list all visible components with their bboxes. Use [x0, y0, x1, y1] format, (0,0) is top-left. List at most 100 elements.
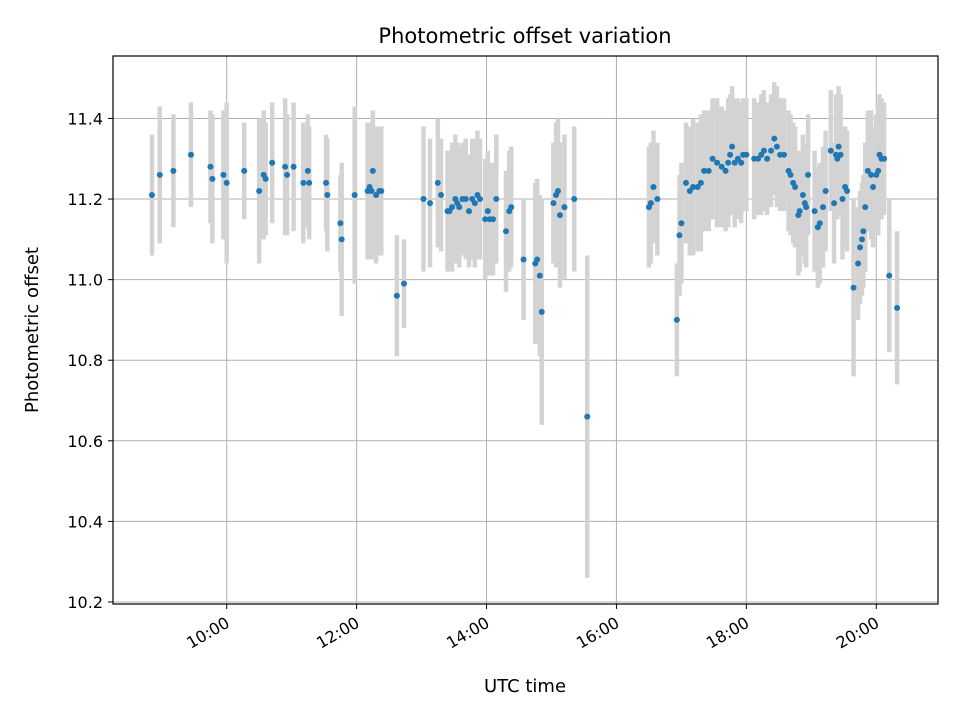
data-point	[864, 167, 871, 174]
data-point	[368, 187, 375, 194]
plot-frame	[112, 55, 939, 605]
data-point	[493, 196, 500, 203]
data-point	[220, 171, 227, 178]
data-point	[571, 196, 578, 203]
data-point	[170, 167, 177, 174]
data-point	[714, 159, 721, 166]
data-point	[561, 204, 568, 211]
data-points	[148, 135, 901, 420]
data-point	[725, 159, 732, 166]
data-point	[654, 196, 661, 203]
data-point	[870, 183, 877, 190]
data-point	[722, 167, 729, 174]
data-point	[148, 192, 155, 199]
data-point	[839, 196, 846, 203]
data-point	[449, 204, 456, 211]
data-point	[690, 183, 697, 190]
y-tick-label: 10.8	[67, 351, 103, 370]
data-point	[886, 272, 893, 279]
data-point	[868, 171, 875, 178]
data-point	[434, 179, 441, 186]
data-point	[697, 179, 704, 186]
y-axis-ticks: 10.2 10.4 10.6 10.8 11.0 11.2 11.4	[67, 109, 113, 612]
data-point	[284, 171, 291, 178]
data-point	[378, 187, 385, 194]
data-point	[811, 208, 818, 215]
data-point	[673, 316, 680, 323]
y-tick-label: 11.4	[67, 109, 103, 128]
data-point	[290, 163, 297, 170]
data-point	[508, 204, 515, 211]
data-point	[771, 135, 778, 142]
data-point	[768, 147, 775, 154]
data-point	[300, 179, 307, 186]
data-point	[678, 220, 685, 227]
data-point	[369, 167, 376, 174]
data-point	[731, 159, 738, 166]
data-point	[262, 175, 269, 182]
data-point	[256, 187, 263, 194]
data-point	[207, 163, 214, 170]
data-point	[694, 183, 701, 190]
data-point	[503, 228, 510, 235]
data-point	[682, 179, 689, 186]
data-point	[855, 260, 862, 267]
data-point	[686, 187, 693, 194]
data-point	[857, 244, 864, 251]
data-point	[729, 143, 736, 150]
data-point	[550, 200, 557, 207]
data-point	[796, 208, 803, 215]
data-point	[187, 151, 194, 158]
data-point	[760, 147, 767, 154]
data-point	[482, 216, 489, 223]
data-point	[484, 208, 491, 215]
data-point	[534, 256, 541, 263]
data-point	[781, 151, 788, 158]
data-point	[420, 196, 427, 203]
data-point	[650, 183, 657, 190]
data-point	[584, 413, 591, 420]
data-point	[734, 155, 741, 162]
data-point	[269, 159, 276, 166]
y-tick-label: 10.2	[67, 593, 103, 612]
data-point	[477, 196, 484, 203]
data-point	[393, 292, 400, 299]
data-point	[831, 200, 838, 207]
x-axis-title: UTC time	[484, 676, 566, 697]
data-point	[875, 167, 882, 174]
data-point	[894, 304, 901, 311]
data-point	[456, 204, 463, 211]
data-point	[520, 256, 527, 263]
data-point	[323, 179, 330, 186]
data-point	[471, 200, 478, 207]
data-point	[738, 159, 745, 166]
data-point	[701, 167, 708, 174]
data-point	[834, 155, 841, 162]
data-point	[799, 192, 806, 199]
data-point	[743, 151, 750, 158]
y-tick-label: 10.6	[67, 432, 103, 451]
data-point	[837, 151, 844, 158]
data-point	[820, 204, 827, 211]
data-point	[241, 167, 248, 174]
y-axis-title: Photometric offset	[22, 247, 43, 413]
data-point	[805, 171, 812, 178]
data-point	[462, 196, 469, 203]
data-point	[827, 147, 834, 154]
data-point	[490, 216, 497, 223]
data-point	[850, 284, 857, 291]
data-point	[858, 236, 865, 243]
data-point	[556, 212, 563, 219]
data-point	[351, 192, 358, 199]
data-point	[787, 171, 794, 178]
data-point	[803, 204, 810, 211]
data-point	[282, 163, 289, 170]
data-point	[755, 155, 762, 162]
data-point	[816, 220, 823, 227]
y-tick-label: 11.0	[67, 271, 103, 290]
data-point	[337, 220, 344, 227]
data-point	[223, 179, 230, 186]
data-point	[676, 232, 683, 239]
data-point	[538, 308, 545, 315]
